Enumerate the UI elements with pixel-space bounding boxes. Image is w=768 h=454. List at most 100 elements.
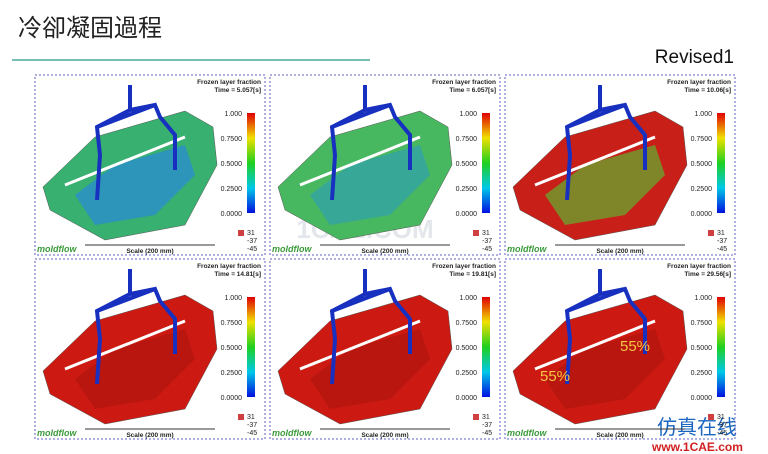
colorbar-label: 0.2500 bbox=[221, 370, 243, 377]
colorbar-label: 0.0000 bbox=[221, 211, 243, 218]
triad-label: -45 bbox=[482, 430, 492, 437]
colorbar-label: 0.0000 bbox=[456, 395, 478, 402]
scale-label: Scale (200 mm) bbox=[126, 248, 173, 255]
slide-title: 冷卻凝固過程 bbox=[18, 14, 162, 42]
colorbar-label: 0.5000 bbox=[221, 161, 243, 168]
result-title: Frozen layer fraction bbox=[667, 263, 731, 270]
colorbar-label: 0.5000 bbox=[456, 161, 478, 168]
triad-label: -45 bbox=[247, 246, 257, 253]
colorbar-label: 0.0000 bbox=[691, 211, 713, 218]
result-time: Time = 10.06[s] bbox=[684, 87, 731, 94]
watermark-brand: 仿真在线 bbox=[657, 415, 737, 439]
result-title: Frozen layer fraction bbox=[197, 263, 261, 270]
triad-label: -37 bbox=[482, 422, 492, 429]
runner bbox=[364, 287, 391, 296]
triad-label: -37 bbox=[717, 238, 727, 245]
runner bbox=[96, 286, 177, 354]
part-shade bbox=[310, 145, 430, 225]
result-title: Frozen layer fraction bbox=[432, 79, 496, 86]
triad-label: -45 bbox=[717, 430, 727, 437]
annotation: 55% bbox=[620, 338, 650, 355]
triad-label: 31 bbox=[717, 230, 725, 237]
colorbar-label: 0.7500 bbox=[691, 320, 713, 327]
triad-icon bbox=[473, 414, 479, 420]
triad-label: 31 bbox=[247, 414, 255, 421]
runner bbox=[599, 287, 626, 296]
logo: moldflow bbox=[507, 428, 547, 438]
colorbar-label: 1.000 bbox=[459, 111, 477, 118]
triad-icon bbox=[238, 230, 244, 236]
part-slot bbox=[299, 135, 421, 187]
logo: moldflow bbox=[37, 244, 77, 254]
colorbar bbox=[247, 297, 255, 397]
part-slot bbox=[64, 135, 186, 187]
triad-label: -45 bbox=[247, 430, 257, 437]
panel-border bbox=[504, 258, 736, 440]
colorbar-label: 0.2500 bbox=[691, 370, 713, 377]
scale-label: Scale (200 mm) bbox=[596, 248, 643, 255]
panel-border bbox=[269, 74, 501, 256]
colorbar-label: 1.000 bbox=[694, 111, 712, 118]
part-slot bbox=[64, 319, 186, 371]
runner bbox=[129, 103, 156, 112]
colorbar-label: 0.2500 bbox=[221, 186, 243, 193]
colorbar-label: 0.5000 bbox=[691, 161, 713, 168]
result-title: Frozen layer fraction bbox=[197, 79, 261, 86]
result-time: Time = 14.81[s] bbox=[214, 271, 261, 278]
part-slot bbox=[534, 319, 656, 371]
part-shade bbox=[310, 329, 430, 409]
logo: moldflow bbox=[507, 244, 547, 254]
triad-label: 31 bbox=[482, 230, 490, 237]
colorbar-label: 0.7500 bbox=[691, 136, 713, 143]
colorbar-label: 0.2500 bbox=[691, 186, 713, 193]
scale-label: Scale (200 mm) bbox=[361, 248, 408, 255]
triad-label: 31 bbox=[247, 230, 255, 237]
panel-border bbox=[34, 74, 266, 256]
part-shade bbox=[545, 145, 665, 225]
result-time: Time = 6.057[s] bbox=[449, 87, 496, 94]
colorbar-label: 1.000 bbox=[224, 111, 242, 118]
watermark-url: www.1CAE.com bbox=[651, 440, 743, 454]
colorbar-label: 1.000 bbox=[459, 295, 477, 302]
logo: moldflow bbox=[272, 428, 312, 438]
colorbar-label: 0.0000 bbox=[456, 211, 478, 218]
runner bbox=[599, 103, 626, 112]
runner bbox=[566, 286, 647, 354]
colorbar bbox=[717, 113, 725, 213]
result-time: Time = 19.81[s] bbox=[449, 271, 496, 278]
colorbar-label: 0.5000 bbox=[691, 345, 713, 352]
part-slot bbox=[534, 135, 656, 187]
runner bbox=[331, 286, 412, 354]
annotation: 55% bbox=[540, 368, 570, 385]
scale-label: Scale (200 mm) bbox=[361, 432, 408, 439]
runner bbox=[96, 102, 177, 170]
colorbar-label: 0.7500 bbox=[456, 136, 478, 143]
colorbar-label: 1.000 bbox=[694, 295, 712, 302]
triad-label: -37 bbox=[482, 238, 492, 245]
triad-icon bbox=[473, 230, 479, 236]
logo: moldflow bbox=[272, 244, 312, 254]
part-shade bbox=[75, 329, 195, 409]
triad-label: -37 bbox=[717, 422, 727, 429]
scale-label: Scale (200 mm) bbox=[596, 432, 643, 439]
result-title: Frozen layer fraction bbox=[667, 79, 731, 86]
colorbar bbox=[247, 113, 255, 213]
colorbar-label: 0.0000 bbox=[691, 395, 713, 402]
colorbar-label: 0.2500 bbox=[456, 186, 478, 193]
scale-label: Scale (200 mm) bbox=[126, 432, 173, 439]
runner bbox=[364, 103, 391, 112]
runner bbox=[129, 287, 156, 296]
triad-label: -37 bbox=[247, 422, 257, 429]
colorbar bbox=[482, 113, 490, 213]
triad-label: -37 bbox=[247, 238, 257, 245]
panel-border bbox=[34, 258, 266, 440]
panel-border bbox=[269, 258, 501, 440]
triad-icon bbox=[708, 414, 714, 420]
colorbar-label: 0.5000 bbox=[221, 345, 243, 352]
